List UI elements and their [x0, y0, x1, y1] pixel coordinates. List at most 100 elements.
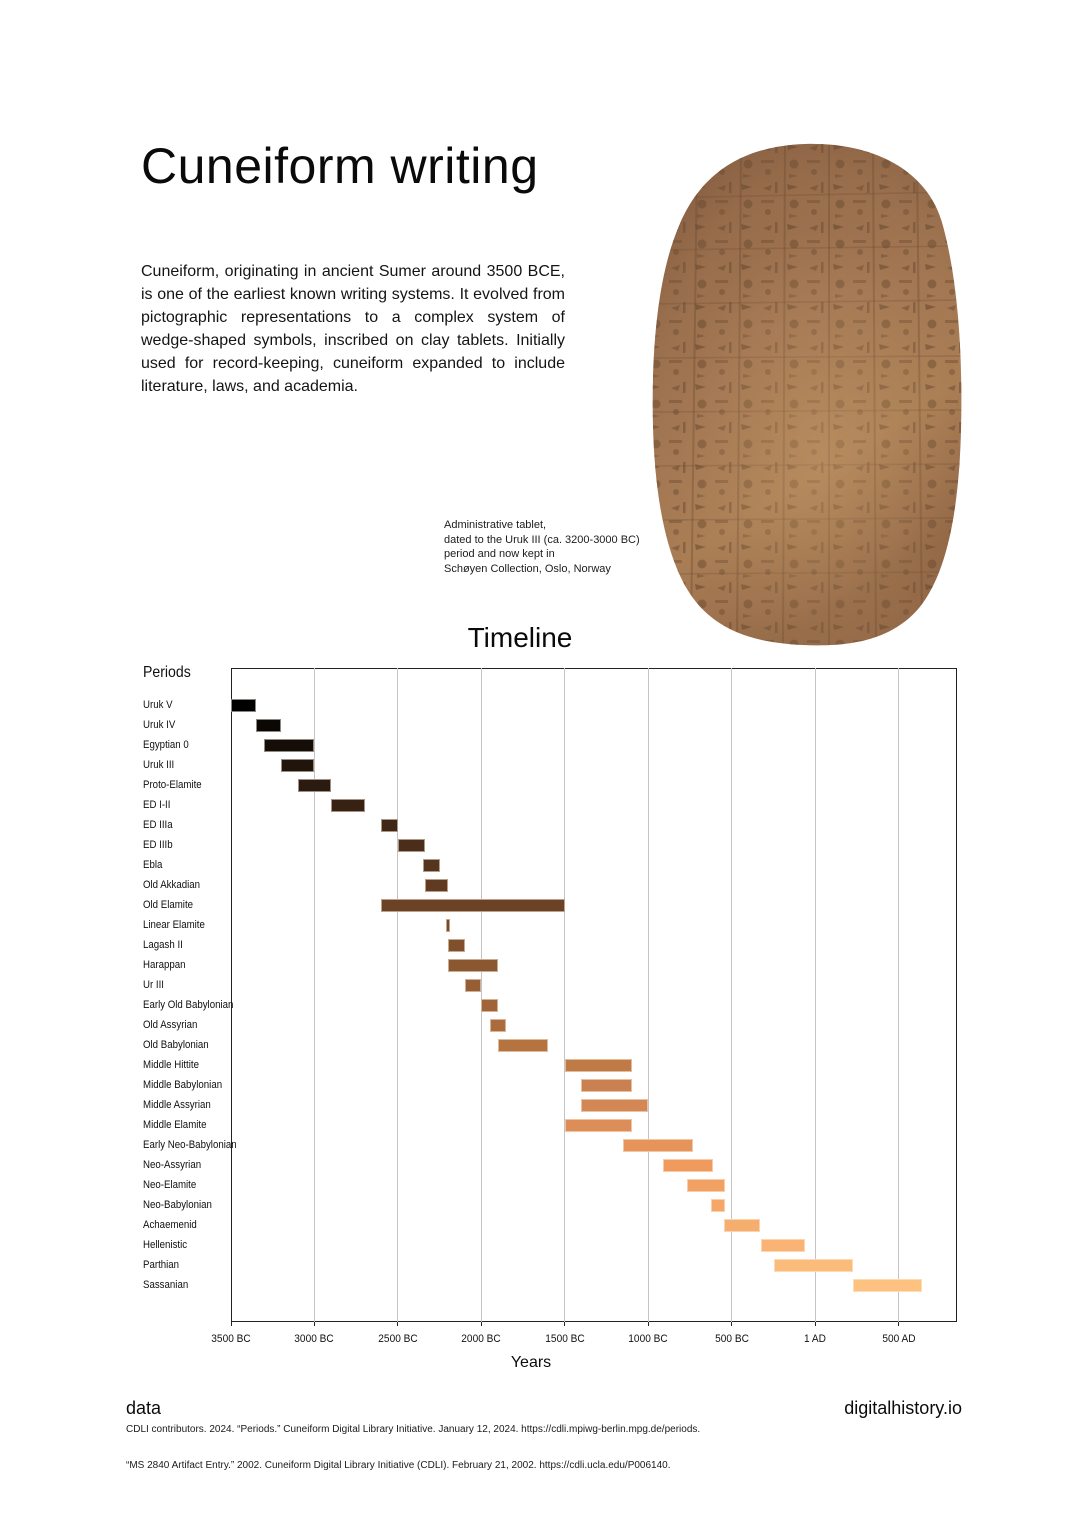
period-label: Egyptian 0 — [143, 739, 189, 752]
period-label: Middle Hittite — [143, 1059, 199, 1072]
timeline-bar — [381, 819, 398, 833]
grid-line — [480, 668, 482, 1322]
timeline-bar — [489, 1019, 507, 1033]
period-label: Early Old Babylonian — [143, 999, 234, 1012]
timeline-bar — [564, 1059, 632, 1073]
intro-paragraph: Cuneiform, originating in ancient Sumer … — [141, 263, 565, 395]
timeline-bar — [581, 1079, 632, 1093]
period-label: Hellenistic — [143, 1239, 188, 1252]
grid-line — [313, 668, 315, 1322]
tablet-image — [652, 143, 962, 646]
period-label: Lagash II — [143, 939, 183, 952]
period-label: Old Akkadian — [143, 879, 201, 892]
timeline-bar — [564, 1119, 632, 1133]
period-label: Neo-Elamite — [143, 1179, 197, 1192]
timeline-bar — [397, 839, 425, 853]
timeline-bar — [723, 1219, 760, 1233]
period-label: Middle Elamite — [143, 1119, 207, 1132]
x-tick-label: 2000 BC — [461, 1333, 502, 1345]
timeline-bar — [281, 759, 315, 773]
period-label: ED I-II — [143, 799, 171, 812]
caption-line: Schøyen Collection, Oslo, Norway — [444, 562, 611, 575]
timeline-bar — [498, 1039, 549, 1053]
timeline-bar — [481, 999, 499, 1013]
timeline-bar — [297, 779, 332, 793]
timeline-bar — [264, 739, 315, 753]
tablet-inscription-texture — [652, 143, 962, 646]
period-label: Sassanian — [143, 1279, 189, 1292]
grid-line — [731, 668, 733, 1322]
period-label: Old Assyrian — [143, 1019, 198, 1032]
x-axis-label: Years — [510, 1354, 552, 1371]
x-tick-mark — [647, 1322, 649, 1326]
period-label: Neo-Assyrian — [143, 1159, 202, 1172]
timeline-bar — [446, 919, 450, 933]
timeline-plot-frame — [231, 668, 957, 1322]
x-tick-label: 2500 BC — [378, 1333, 418, 1345]
page-title: Cuneiform writing — [141, 138, 539, 194]
x-tick-mark — [230, 1322, 232, 1326]
period-label: Old Babylonian — [143, 1039, 209, 1052]
timeline-bar — [581, 1099, 649, 1113]
timeline-bar — [381, 899, 565, 913]
caption-line: period and now kept in — [444, 548, 555, 560]
x-tick-mark — [731, 1322, 733, 1326]
period-label: Uruk III — [143, 759, 175, 772]
period-label: Harappan — [143, 959, 186, 972]
caption-line: Administrative tablet, — [444, 519, 547, 531]
x-tick-mark — [397, 1322, 399, 1326]
timeline-bar — [447, 959, 499, 973]
timeline-bar — [331, 799, 365, 813]
period-label: Middle Babylonian — [143, 1079, 223, 1092]
x-tick-label: 3000 BC — [294, 1333, 335, 1345]
period-label: Old Elamite — [143, 899, 194, 912]
timeline-bar — [231, 699, 257, 713]
timeline-bar — [464, 979, 482, 993]
period-label: Ebla — [143, 859, 163, 872]
tablet-caption: Administrative tablet, dated to the Uruk… — [444, 518, 659, 576]
x-tick-mark — [313, 1322, 315, 1326]
x-tick-label: 500 BC — [714, 1333, 749, 1345]
timeline-bar — [422, 859, 440, 873]
period-label: Ur III — [143, 979, 164, 992]
x-tick-mark — [898, 1322, 900, 1326]
timeline-bar — [686, 1179, 726, 1193]
period-label: Uruk V — [143, 699, 173, 712]
grid-line — [898, 668, 900, 1322]
x-tick-mark — [564, 1322, 566, 1326]
timeline-bar — [663, 1159, 713, 1173]
grid-line — [564, 668, 566, 1322]
x-tick-mark — [814, 1322, 816, 1326]
citation-periods: CDLI contributors. 2024. “Periods.” Cune… — [126, 1424, 701, 1435]
timeline-bar — [710, 1199, 726, 1213]
period-label: Proto-Elamite — [143, 779, 202, 792]
timeline-bar — [424, 879, 448, 893]
period-label: Middle Assyrian — [143, 1099, 211, 1112]
timeline-bar — [256, 719, 282, 733]
period-label: Uruk IV — [143, 719, 176, 732]
timeline-bar — [761, 1239, 805, 1253]
x-tick-label: 3500 BC — [211, 1333, 251, 1345]
period-label: Achaemenid — [143, 1219, 197, 1232]
timeline-bar — [623, 1139, 694, 1153]
period-label: Neo-Babylonian — [143, 1199, 212, 1212]
periods-heading: Periods — [143, 664, 191, 681]
timeline-bar — [447, 939, 465, 953]
x-tick-label: 1000 BC — [628, 1333, 668, 1345]
chart-title: Timeline — [467, 622, 573, 653]
grid-line — [814, 668, 816, 1322]
period-label: Parthian — [143, 1259, 180, 1272]
grid-line — [647, 668, 649, 1322]
period-label: Early Neo-Babylonian — [143, 1139, 237, 1152]
x-tick-label: 1 AD — [804, 1333, 827, 1345]
footer-brand: digitalhistory.io — [844, 1398, 962, 1418]
x-tick-label: 1500 BC — [545, 1333, 585, 1345]
period-label: ED IIIb — [143, 839, 173, 852]
timeline-bar — [773, 1259, 853, 1273]
period-label: Linear Elamite — [143, 919, 205, 932]
period-label: ED IIIa — [143, 819, 173, 832]
x-tick-label: 500 AD — [881, 1333, 916, 1345]
citation-artifact: “MS 2840 Artifact Entry.” 2002. Cuneifor… — [126, 1460, 671, 1471]
caption-line: dated to the Uruk III (ca. 3200-3000 BC) — [444, 533, 640, 546]
